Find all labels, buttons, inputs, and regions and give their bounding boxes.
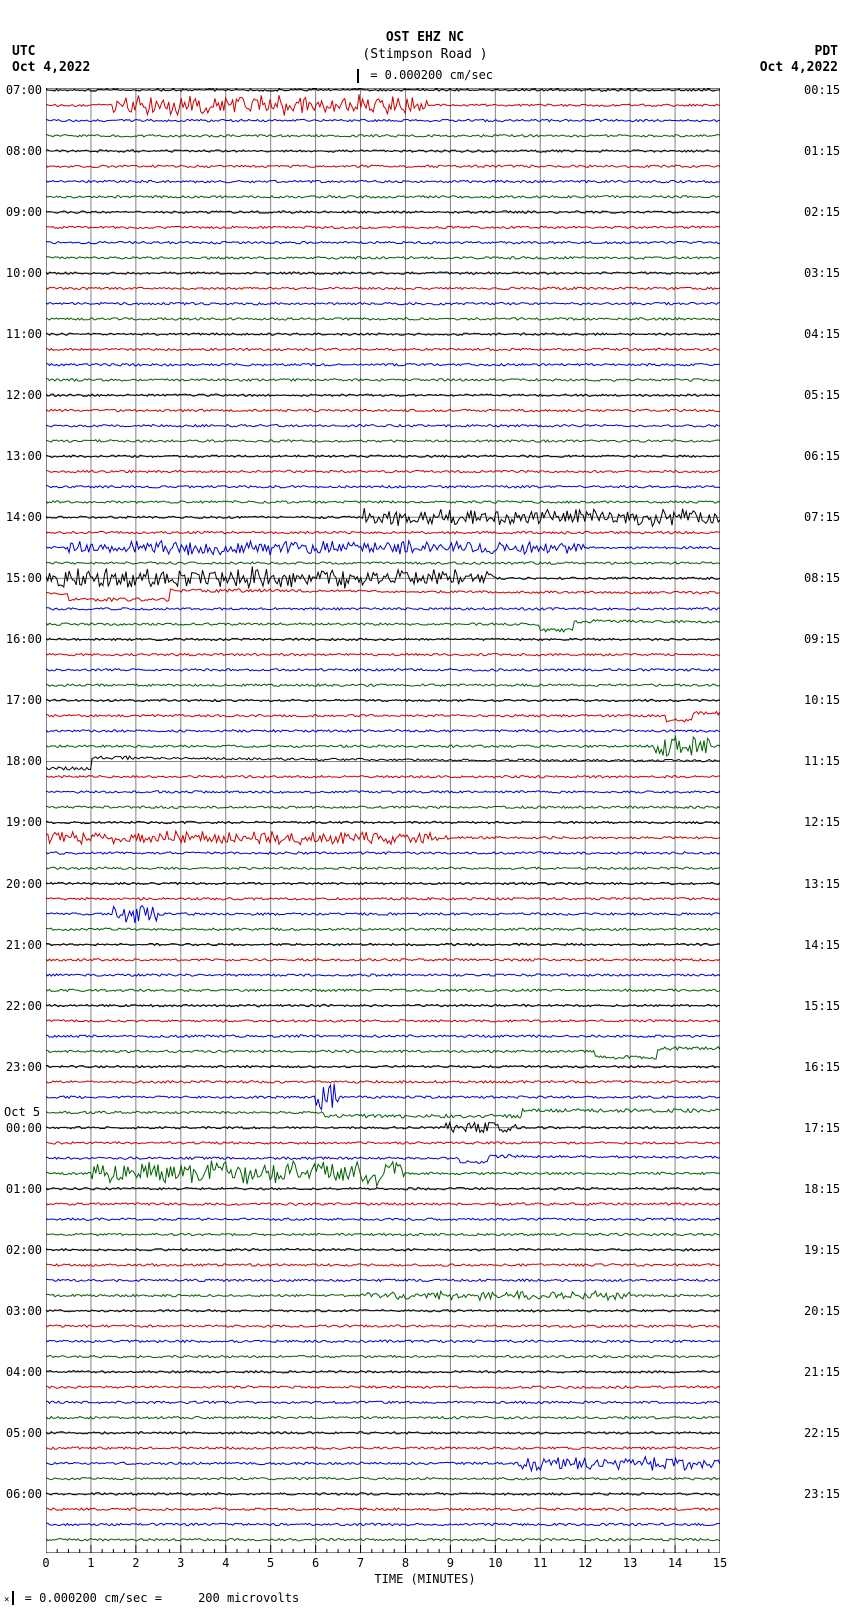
pdt-hour-label: 04:15 [804,327,840,341]
utc-hour-label: 03:00 [6,1304,42,1318]
utc-hour-label: 19:00 [6,815,42,829]
pdt-hour-label: 16:15 [804,1060,840,1074]
footnote-bar-icon [12,1591,14,1605]
pdt-hour-label: 09:15 [804,632,840,646]
pdt-hour-label: 15:15 [804,999,840,1013]
pdt-hour-label: 14:15 [804,938,840,952]
footnote-microvolts: 200 microvolts [198,1591,299,1605]
x-tick: 13 [623,1556,637,1570]
pdt-hour-label: 18:15 [804,1182,840,1196]
x-axis-title: TIME (MINUTES) [0,1572,850,1586]
utc-hour-label: 04:00 [6,1365,42,1379]
utc-hour-label: 14:00 [6,510,42,524]
utc-hour-label: 08:00 [6,144,42,158]
footnote-scale: = 0.000200 cm/sec = [25,1591,162,1605]
pdt-hour-label: 00:15 [804,83,840,97]
utc-hour-label: 12:00 [6,388,42,402]
x-tick: 3 [177,1556,184,1570]
x-tick: 9 [447,1556,454,1570]
x-tick: 2 [132,1556,139,1570]
utc-hour-label: 21:00 [6,938,42,952]
utc-hour-label: 16:00 [6,632,42,646]
pdt-hour-label: 23:15 [804,1487,840,1501]
scale-bar-icon [357,69,359,83]
pdt-hour-label: 19:15 [804,1243,840,1257]
x-tick: 15 [713,1556,727,1570]
pdt-hour-label: 02:15 [804,205,840,219]
pdt-hour-label: 01:15 [804,144,840,158]
station-code: OST EHZ NC [0,30,850,47]
x-tick: 7 [357,1556,364,1570]
seismogram-container: UTC Oct 4,2022 PDT Oct 4,2022 OST EHZ NC… [0,0,850,1613]
amplitude-scale: = 0.000200 cm/sec [0,68,850,83]
utc-hour-label: 01:00 [6,1182,42,1196]
x-tick: 14 [668,1556,682,1570]
utc-hour-label: 00:00 [6,1121,42,1135]
pdt-hour-label: 12:15 [804,815,840,829]
x-tick: 11 [533,1556,547,1570]
utc-hour-label: 20:00 [6,877,42,891]
utc-hour-label: 06:00 [6,1487,42,1501]
utc-hour-label: 23:00 [6,1060,42,1074]
x-tick: 6 [312,1556,319,1570]
x-tick: 0 [42,1556,49,1570]
utc-hour-label: 11:00 [6,327,42,341]
pdt-hour-label: 06:15 [804,449,840,463]
pdt-hour-label: 17:15 [804,1121,840,1135]
x-tick: 5 [267,1556,274,1570]
utc-hour-label: 13:00 [6,449,42,463]
utc-hour-label: 02:00 [6,1243,42,1257]
x-tick: 12 [578,1556,592,1570]
pdt-hour-label: 10:15 [804,693,840,707]
pdt-hour-label: 08:15 [804,571,840,585]
x-tick: 8 [402,1556,409,1570]
pdt-hour-label: 11:15 [804,754,840,768]
footnote: × = 0.000200 cm/sec = 200 microvolts [4,1591,299,1606]
chart-header: OST EHZ NC (Stimpson Road ) [0,30,850,64]
utc-hour-label: 22:00 [6,999,42,1013]
pdt-hour-label: 21:15 [804,1365,840,1379]
utc-hour-label: 09:00 [6,205,42,219]
scale-value: = 0.000200 cm/sec [370,68,493,82]
x-tick: 1 [87,1556,94,1570]
pdt-hour-label: 03:15 [804,266,840,280]
station-location: (Stimpson Road ) [0,47,850,64]
utc-hour-label: 17:00 [6,693,42,707]
pdt-hour-label: 22:15 [804,1426,840,1440]
seismogram-plot [46,88,720,1553]
pdt-hour-label: 07:15 [804,510,840,524]
pdt-hour-label: 13:15 [804,877,840,891]
x-tick: 4 [222,1556,229,1570]
utc-hour-label: 05:00 [6,1426,42,1440]
utc-hour-label: 07:00 [6,83,42,97]
utc-hour-label: 15:00 [6,571,42,585]
x-tick: 10 [488,1556,502,1570]
date-rollover-label: Oct 5 [4,1105,40,1119]
pdt-hour-label: 05:15 [804,388,840,402]
utc-hour-label: 18:00 [6,754,42,768]
utc-hour-label: 10:00 [6,266,42,280]
pdt-hour-label: 20:15 [804,1304,840,1318]
